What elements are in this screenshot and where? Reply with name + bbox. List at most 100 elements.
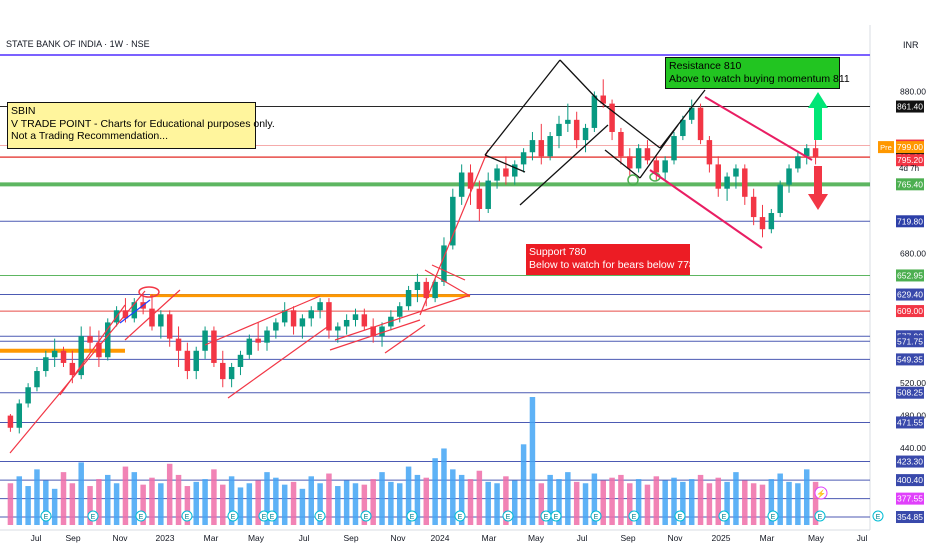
earnings-marker-letter: E (771, 514, 776, 521)
support-note[interactable]: Support 780 Below to watch for bears bel… (526, 244, 695, 275)
price-label: 795.20 (896, 154, 924, 167)
candle (795, 152, 801, 173)
price-label: 861.40 (896, 100, 924, 113)
volume-bar (60, 472, 67, 525)
volume-bar (264, 472, 270, 525)
price-label-bg (896, 154, 924, 167)
volume-bar (51, 488, 58, 525)
volume-bar (786, 481, 792, 525)
candle (423, 277, 430, 307)
earnings-marker-letter: E (594, 514, 599, 521)
resistance-note[interactable]: Resistance 810 Above to watch buying mom… (665, 57, 850, 89)
channel-lower-line (649, 169, 763, 249)
candle (220, 350, 226, 388)
earnings-marker-circle (360, 510, 372, 522)
candle-body (246, 338, 253, 355)
earnings-marker-circle (674, 510, 686, 522)
pattern-line (639, 124, 679, 179)
price-label: 377.55 (896, 492, 924, 505)
candle-body (34, 371, 40, 388)
volume-bar (512, 480, 518, 525)
candle-body (759, 217, 766, 230)
candle (379, 322, 385, 347)
channel-upper-line (704, 96, 813, 161)
volume-bar (228, 476, 235, 525)
candle-body (458, 172, 465, 197)
volume-bar (87, 486, 93, 525)
earnings-marker-icon: E (628, 510, 640, 522)
candle-body (803, 148, 810, 157)
volume-bar (662, 480, 668, 525)
x-axis-tick-label: Jul (857, 533, 868, 543)
x-axis-tick-label: Jul (299, 533, 310, 543)
candle-body (264, 330, 270, 343)
candle (600, 79, 606, 108)
trend-line (329, 319, 421, 351)
volume-bar (635, 479, 642, 525)
volume-bar (724, 481, 730, 525)
candle-body (600, 95, 606, 104)
price-label-text: 609.00 (897, 306, 923, 316)
candle-body (609, 103, 615, 132)
earnings-marker-icon: E (227, 510, 239, 522)
earnings-marker-icon: E (502, 510, 514, 522)
candle-body (202, 330, 208, 351)
candle-body (25, 387, 31, 404)
volume-bar (777, 473, 783, 525)
earnings-marker-icon: E (135, 510, 147, 522)
x-axis-tick-label: Nov (667, 533, 683, 543)
candle-body (520, 152, 527, 165)
price-label: 471.55 (896, 416, 924, 429)
pattern-line (519, 124, 609, 206)
candle-body (149, 308, 155, 327)
x-axis-tick-label: Mar (482, 533, 497, 543)
earnings-marker-circle (628, 510, 640, 522)
candle (556, 115, 562, 149)
candle (264, 326, 270, 351)
volume-bar (193, 481, 199, 525)
volume-bar (335, 486, 341, 525)
volume-bar (423, 477, 430, 525)
candle-body (573, 119, 580, 141)
candle (467, 164, 474, 205)
candle (299, 314, 306, 339)
candle-body (343, 319, 350, 327)
candle-body (308, 310, 314, 319)
volume-bar (803, 469, 810, 525)
x-axis-tick-label: Jul (31, 533, 42, 543)
volume-bar (105, 474, 111, 525)
pattern-line (559, 59, 599, 101)
blue-trend-line (119, 299, 151, 324)
candle (573, 111, 580, 149)
candle (34, 366, 40, 392)
candle (450, 188, 456, 250)
earnings-marker-letter: E (91, 514, 96, 521)
earnings-marker-circle (87, 510, 99, 522)
lightning-icon: ⚡ (816, 489, 826, 499)
candle-body (556, 123, 562, 137)
candle (158, 310, 164, 339)
volume-bar (184, 486, 191, 525)
x-axis-tick-label: 2024 (431, 533, 450, 543)
volume-bar (414, 474, 421, 525)
candle (627, 148, 633, 177)
candle (733, 164, 739, 189)
x-axis-tick-label: Mar (204, 533, 219, 543)
volume-bar (158, 483, 164, 525)
candle (131, 298, 138, 323)
volume-bar (680, 481, 686, 525)
candle (759, 204, 766, 238)
candle (281, 302, 288, 327)
price-label-bg (896, 269, 924, 282)
candle-body (273, 322, 279, 331)
volume-bar (405, 466, 412, 525)
candle-body (60, 350, 67, 363)
chart-title: STATE BANK OF INDIA · 1W · NSE (6, 39, 150, 49)
earnings-marker-letter: E (722, 514, 727, 521)
candle (237, 350, 244, 376)
earnings-marker-icon: E (540, 510, 552, 522)
educational-note[interactable]: SBIN V TRADE POINT - Charts for Educatio… (7, 102, 275, 149)
candle (352, 308, 359, 327)
pattern-line (484, 154, 526, 173)
